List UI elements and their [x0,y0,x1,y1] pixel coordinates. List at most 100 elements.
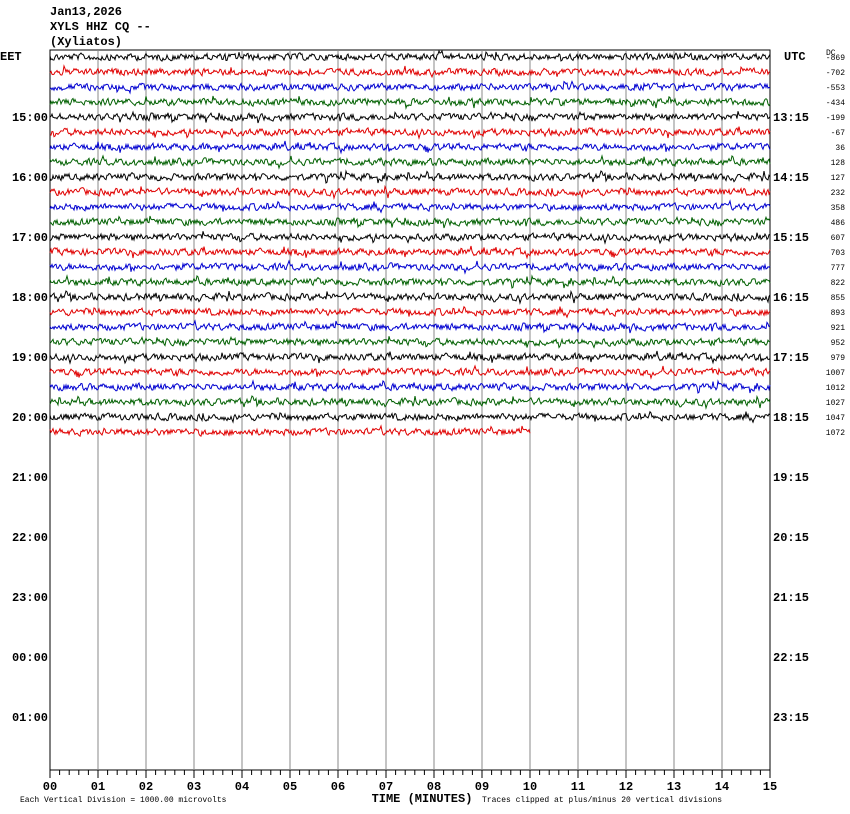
dc-value: 1047 [826,414,845,423]
dc-value: 979 [831,354,846,363]
trace [49,126,771,140]
footer-left: Each Vertical Division = 1000.00 microvo… [20,796,227,805]
left-hour-label: 15:00 [12,111,48,125]
right-hour-label: 17:15 [773,351,809,365]
trace [49,231,771,245]
trace [49,424,531,438]
trace [49,364,771,380]
dc-value: 777 [831,264,846,273]
x-tick-label: 02 [139,780,153,794]
trace [49,350,771,365]
right-hour-label: 18:15 [773,411,809,425]
dc-value: -702 [826,69,845,78]
date: Jan13,2026 [50,5,122,19]
trace [49,215,771,229]
trace [49,259,771,275]
dc-value: -434 [826,99,845,108]
x-tick-label: 03 [187,780,201,794]
x-tick-label: 09 [475,780,489,794]
trace [49,199,771,214]
dc-value: -67 [831,129,846,138]
trace [49,335,771,349]
x-tick-label: 14 [715,780,729,794]
x-tick-label: 13 [667,780,681,794]
dc-value: 855 [831,294,846,303]
dc-value: 1027 [826,399,845,408]
right-hour-label: 19:15 [773,471,809,485]
trace [49,379,771,394]
dc-value: 232 [831,189,846,198]
x-tick-label: 01 [91,780,105,794]
left-hour-label: 23:00 [12,591,48,605]
dc-value: 486 [831,219,846,228]
right-hour-label: 21:15 [773,591,809,605]
dc-value: 893 [831,309,846,318]
dc-value: 127 [831,174,846,183]
trace [49,184,771,200]
x-tick-label: 08 [427,780,441,794]
x-axis-title: TIME (MINUTES) [372,792,473,806]
trace [49,80,771,95]
right-hour-label: 23:15 [773,711,809,725]
trace [49,95,771,110]
trace [49,394,771,410]
left-hour-label: 18:00 [12,291,48,305]
x-tick-label: 10 [523,780,537,794]
trace [49,169,771,184]
dc-value: 36 [835,144,845,153]
dc-value: 822 [831,279,846,288]
plot-frame [49,49,771,771]
left-hour-label: 19:00 [12,351,48,365]
dc-value: 952 [831,339,846,348]
dc-value: -869 [826,54,845,63]
left-hour-label: 20:00 [12,411,48,425]
left-hour-label: 01:00 [12,711,48,725]
dc-value: 128 [831,159,846,168]
right-hour-label: 16:15 [773,291,809,305]
trace [49,410,771,424]
trace [49,245,771,260]
dc-value: 1007 [826,369,845,378]
dc-value: 921 [831,324,846,333]
station: XYLS HHZ CQ -- [50,20,151,34]
x-tick-label: 06 [331,780,345,794]
left-hour-label: 22:00 [12,531,48,545]
footer-right: Traces clipped at plus/minus 20 vertical… [482,796,722,805]
dc-value: -199 [826,114,845,123]
trace [49,49,771,62]
x-tick-label: 00 [43,780,57,794]
site: (Xyliatos) [50,35,122,49]
dc-title: DC [826,49,836,58]
trace [49,274,771,289]
trace [49,305,771,319]
x-tick-label: 12 [619,780,633,794]
right-hour-label: 15:15 [773,231,809,245]
dc-value: 607 [831,234,846,243]
dc-value: 358 [831,204,846,213]
dc-value: -553 [826,84,845,93]
x-tick-label: 11 [571,780,585,794]
left-hour-label: 17:00 [12,231,48,245]
dc-value: 703 [831,249,846,258]
trace [49,319,771,334]
left-hour-label: 21:00 [12,471,48,485]
x-tick-label: 04 [235,780,249,794]
right-hour-label: 22:15 [773,651,809,665]
left-axis-title: EET [0,50,22,64]
x-tick-label: 05 [283,780,297,794]
dc-value: 1072 [826,429,845,438]
left-hour-label: 00:00 [12,651,48,665]
left-hour-label: 16:00 [12,171,48,185]
trace [49,64,771,79]
dc-value: 1012 [826,384,845,393]
right-axis-title: UTC [784,50,806,64]
right-hour-label: 14:15 [773,171,809,185]
trace [49,140,771,155]
trace [49,289,771,305]
right-hour-label: 13:15 [773,111,809,125]
trace [49,110,771,124]
right-hour-label: 20:15 [773,531,809,545]
x-tick-label: 15 [763,780,777,794]
